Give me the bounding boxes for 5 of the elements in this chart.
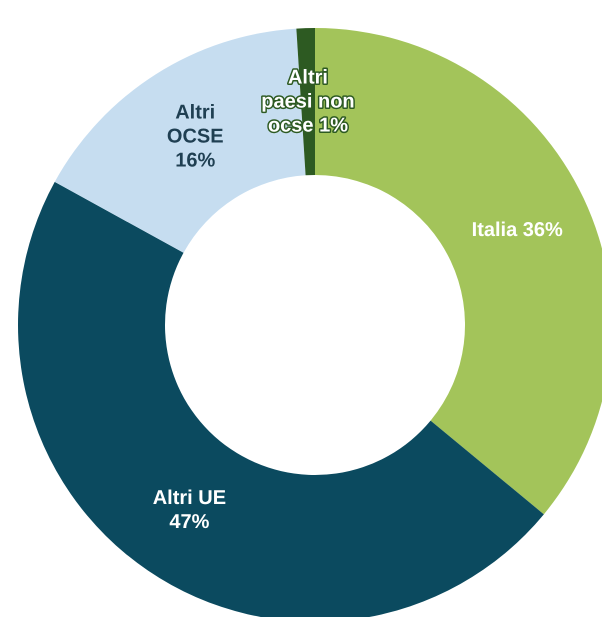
data-label: 47% — [169, 510, 210, 533]
slice-label: Altri UE — [152, 486, 226, 509]
slice-label: Altri OCSE — [166, 101, 224, 148]
slice-label: Italia 36% — [472, 218, 564, 241]
data-label: 16% — [175, 149, 216, 172]
